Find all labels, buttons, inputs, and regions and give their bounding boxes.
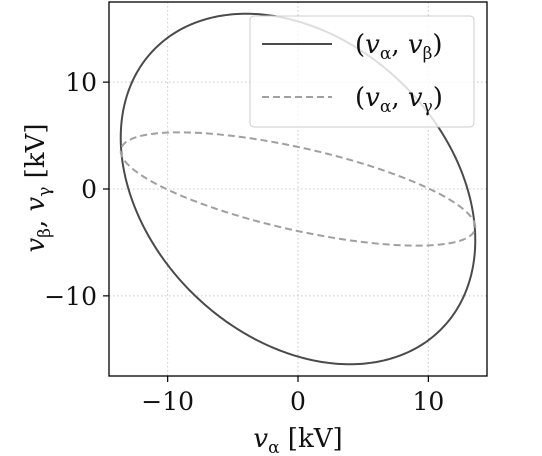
x-tick-label: 10 (412, 387, 444, 416)
x-tick-label: 0 (290, 387, 306, 416)
x-axis-label: vα [kV] (253, 424, 342, 456)
y-axis-label: vβ, vγ [kV] (21, 123, 55, 252)
legend-label-dashed: (vα, vγ) (355, 83, 443, 117)
y-tick-label: 0 (81, 175, 97, 204)
legend: (vα, vβ) (vα, vγ) (249, 15, 475, 128)
legend-label-solid: (vα, vβ) (355, 30, 443, 64)
y-tick-label: 10 (65, 68, 97, 97)
ticks: −10 0 10 −10 0 10 (44, 68, 444, 416)
series-1-curve (119, 131, 477, 247)
y-tick-label: −10 (44, 282, 97, 311)
x-tick-label: −10 (141, 387, 194, 416)
